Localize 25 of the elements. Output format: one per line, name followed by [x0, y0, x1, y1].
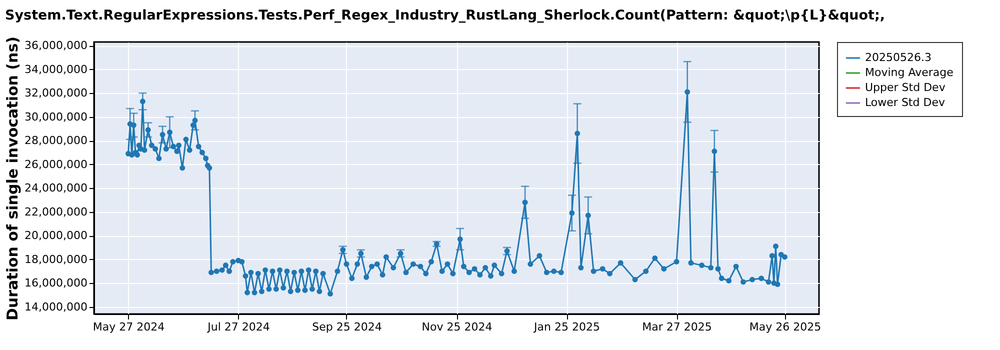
- y-tick-label: 14,000,000: [24, 300, 88, 314]
- x-tick-label: Jan 25 2025: [533, 320, 600, 334]
- legend-label: Lower Std Dev: [865, 96, 946, 109]
- y-tick-label: 20,000,000: [24, 229, 88, 242]
- x-tick-label: Mar 27 2025: [642, 320, 712, 334]
- legend-label: 20250526.3: [865, 51, 932, 64]
- y-axis-title: Duration of single invocation (ns): [4, 36, 22, 320]
- y-tick-label: 26,000,000: [24, 158, 88, 171]
- y-tick-label: 32,000,000: [24, 86, 88, 100]
- y-tick-label: 34,000,000: [24, 62, 88, 76]
- x-tick-label: Sep 25 2024: [312, 320, 382, 334]
- legend-label: Moving Average: [865, 66, 954, 79]
- x-tick-label: May 26 2025: [749, 320, 822, 334]
- x-tick-label: May 27 2024: [92, 320, 165, 334]
- y-tick-label: 28,000,000: [24, 134, 88, 148]
- x-tick-label: Jul 27 2024: [206, 320, 270, 334]
- legend-label: Upper Std Dev: [865, 81, 946, 94]
- x-tick-label: Nov 25 2024: [422, 320, 492, 334]
- y-tick-label: 22,000,000: [24, 205, 88, 218]
- y-tick-label: 30,000,000: [24, 110, 88, 124]
- chart-title: System.Text.RegularExpressions.Tests.Perf_Regex_Industry_RustLang_Sherlock.Count(Pattern: &quot;\p{L}&quot;,: [5, 8, 886, 24]
- y-tick-label: 36,000,000: [24, 39, 88, 52]
- y-tick-label: 16,000,000: [24, 276, 88, 290]
- y-tick-label: 24,000,000: [24, 182, 88, 195]
- y-tick-label: 18,000,000: [24, 252, 88, 266]
